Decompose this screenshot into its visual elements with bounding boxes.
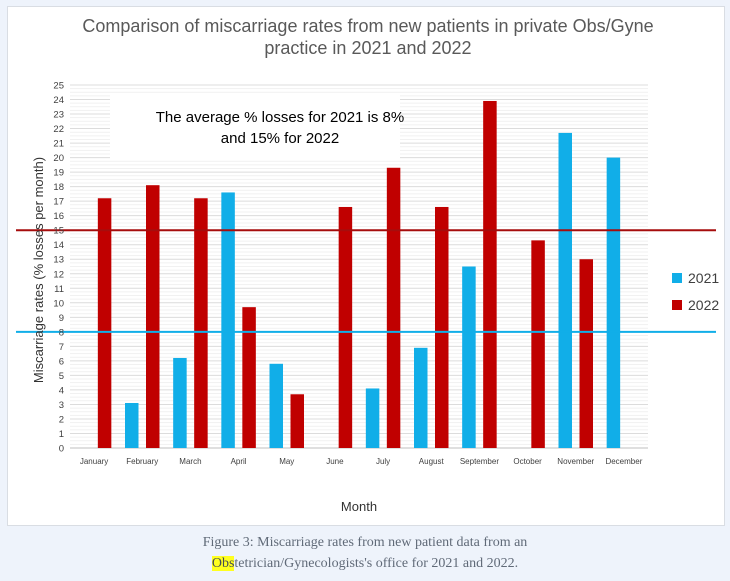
y-tick-label: 8: [59, 327, 64, 338]
legend-label-2021: 2021: [688, 270, 719, 286]
chart-panel: Comparison of miscarriage rates from new…: [7, 6, 725, 526]
x-tick-label: July: [376, 457, 390, 466]
bar-2021-february: [125, 402, 139, 448]
legend-swatch-2022: [672, 300, 682, 310]
y-tick-label: 20: [53, 153, 64, 164]
y-tick-label: 13: [53, 255, 64, 266]
x-tick-label: January: [80, 457, 108, 466]
caption-line-2: tetrician/Gynecologists's office for 202…: [234, 556, 519, 571]
x-tick-label: March: [179, 457, 201, 466]
y-tick-label: 21: [53, 139, 64, 150]
annotation-line-1: The average % losses for 2021 is 8%: [156, 109, 404, 126]
y-tick-label: 10: [53, 298, 64, 309]
bar-2022-march: [194, 198, 208, 448]
y-axis-label: Miscarriage rates (% losses per month): [31, 157, 46, 383]
y-tick-label: 1: [59, 429, 64, 440]
bar-2022-february: [146, 185, 160, 449]
chart-title-line-1: Comparison of miscarriage rates from new…: [82, 16, 653, 36]
x-tick-label: April: [231, 457, 247, 466]
y-tick-label: 19: [53, 168, 64, 179]
x-tick-label: August: [419, 457, 445, 466]
y-tick-label: 22: [53, 124, 64, 135]
y-tick-label: 6: [59, 356, 64, 367]
bar-2021-november: [558, 132, 572, 448]
bar-2021-july: [365, 388, 380, 448]
x-tick-label: February: [126, 457, 158, 466]
x-tick-label: May: [279, 457, 294, 466]
y-tick-label: 11: [54, 284, 64, 295]
annotation-box: [110, 93, 400, 160]
legend-label-2022: 2022: [688, 297, 719, 313]
chart-title-line-2: practice in 2021 and 2022: [264, 38, 471, 58]
bar-2021-april: [221, 192, 235, 448]
bar-2021-may: [269, 363, 283, 448]
y-tick-label: 0: [59, 444, 64, 455]
y-tick-label: 25: [53, 81, 64, 92]
caption-line-1: Figure 3: Miscarriage rates from new pat…: [202, 535, 528, 550]
y-tick-label: 5: [59, 371, 64, 382]
bar-2022-april: [242, 307, 256, 448]
y-tick-label: 3: [59, 400, 64, 411]
legend-swatch-2021: [672, 273, 682, 283]
y-tick-label: 16: [53, 211, 64, 222]
y-tick-label: 17: [53, 197, 64, 208]
bar-2021-august: [414, 347, 428, 448]
bars: [97, 100, 621, 449]
bar-2022-august: [435, 206, 449, 448]
bar-2021-march: [173, 357, 187, 448]
bar-2021-december: [606, 157, 621, 448]
bar-2022-october: [531, 240, 545, 448]
bar-2022-may: [290, 394, 304, 448]
y-tick-label: 23: [53, 110, 64, 121]
y-tick-label: 14: [53, 240, 64, 251]
x-tick-label: October: [513, 457, 542, 466]
bar-2022-july: [386, 167, 401, 448]
bar-2022-november: [579, 259, 593, 448]
bar-2022-june: [338, 206, 353, 448]
figure-caption: Figure 3: Miscarriage rates from new pat…: [0, 532, 730, 574]
legend: 2021 2022: [672, 270, 719, 313]
y-tick-label: 4: [59, 385, 64, 396]
y-tick-label: 15: [53, 226, 64, 237]
y-tick-label: 7: [59, 342, 64, 353]
annotation-line-2: and 15% for 2022: [221, 130, 339, 147]
y-tick-label: 9: [59, 313, 64, 324]
axis-ticks: 0123456789101112131415161718192021222324…: [53, 81, 642, 467]
y-tick-label: 2: [59, 414, 64, 425]
average-lines: [16, 229, 716, 333]
bar-2022-january: [97, 198, 112, 448]
x-tick-label: November: [557, 457, 594, 466]
y-tick-label: 24: [53, 95, 64, 106]
bar-2021-september: [462, 266, 476, 448]
x-axis-label: Month: [341, 499, 377, 514]
x-tick-label: December: [605, 457, 642, 466]
x-tick-label: September: [460, 457, 499, 466]
bar-2022-september: [483, 100, 497, 449]
y-tick-label: 18: [53, 182, 64, 193]
bar-chart: Comparison of miscarriage rates from new…: [16, 16, 719, 514]
caption-highlight: Obs: [211, 556, 235, 571]
x-tick-label: June: [326, 457, 344, 466]
y-tick-label: 12: [53, 269, 64, 280]
